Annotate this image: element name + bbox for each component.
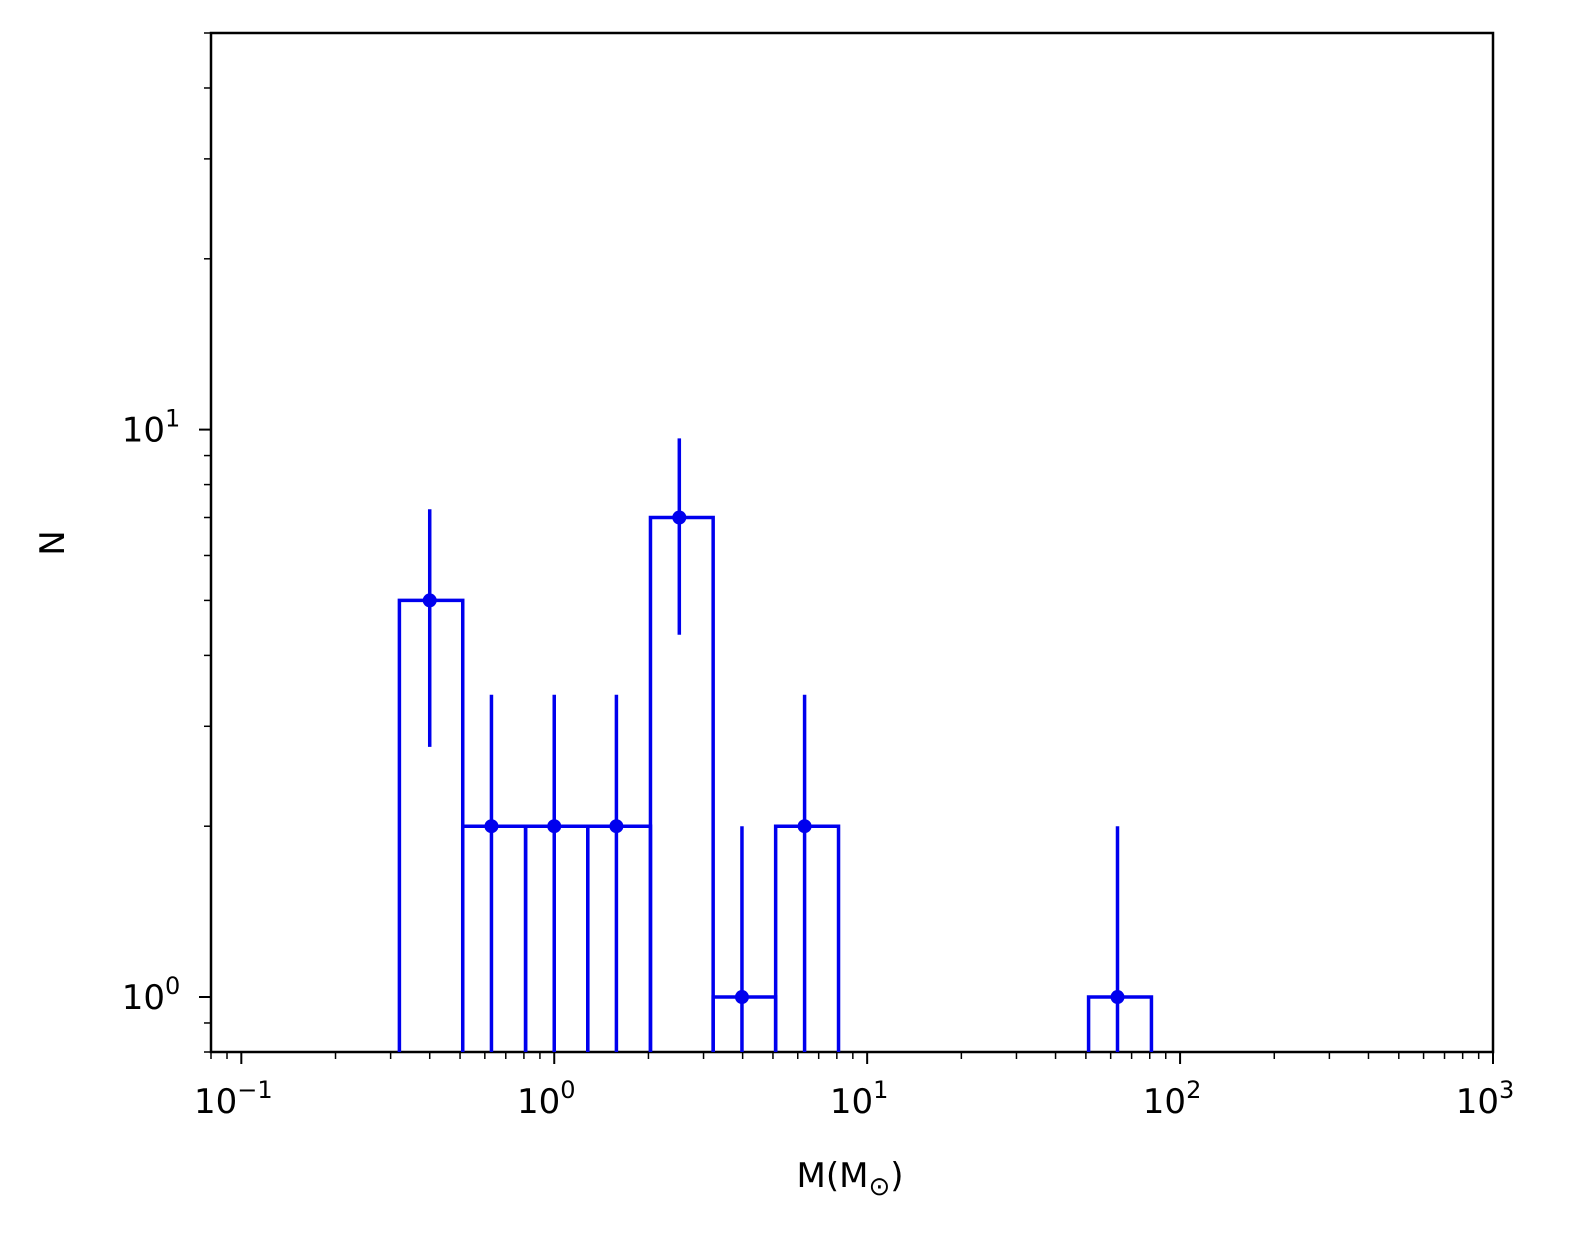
- histogram-bar: [460, 824, 528, 1052]
- histogram-bar: [1086, 995, 1154, 1052]
- x-tick-label: 101: [830, 1076, 889, 1122]
- data-point: [1110, 990, 1125, 1005]
- data-point: [734, 990, 749, 1005]
- y-tick-label: 100: [122, 972, 181, 1018]
- x-tick-label: 10−1: [194, 1076, 273, 1122]
- data-point: [547, 819, 562, 834]
- histogram-bar: [586, 824, 653, 1052]
- error-bars: [427, 438, 1120, 1052]
- x-tick-label: 100: [517, 1076, 576, 1122]
- data-point: [609, 819, 624, 834]
- histogram-bar: [711, 995, 778, 1052]
- plot-area-frame: [209, 31, 1495, 1054]
- data-point: [797, 819, 812, 834]
- data-point: [484, 819, 499, 834]
- histogram-bar: [648, 515, 715, 1052]
- histogram-bar: [773, 824, 841, 1052]
- data-point: [672, 510, 687, 525]
- y-axis-ticks: 100 101: [122, 32, 211, 1053]
- x-tick-label: 102: [1143, 1076, 1202, 1122]
- x-tick-label: 103: [1456, 1076, 1515, 1122]
- data-point: [422, 593, 437, 608]
- x-axis-label: M(M⊙): [797, 1156, 904, 1202]
- histogram-steps: [397, 515, 1154, 1052]
- y-axis-label: N: [33, 530, 73, 555]
- x-axis-ticks: 10−1 100 101 102 103: [194, 1052, 1514, 1122]
- data-points: [422, 510, 1125, 1005]
- histogram-bar: [523, 824, 590, 1052]
- y-tick-label: 101: [122, 405, 181, 451]
